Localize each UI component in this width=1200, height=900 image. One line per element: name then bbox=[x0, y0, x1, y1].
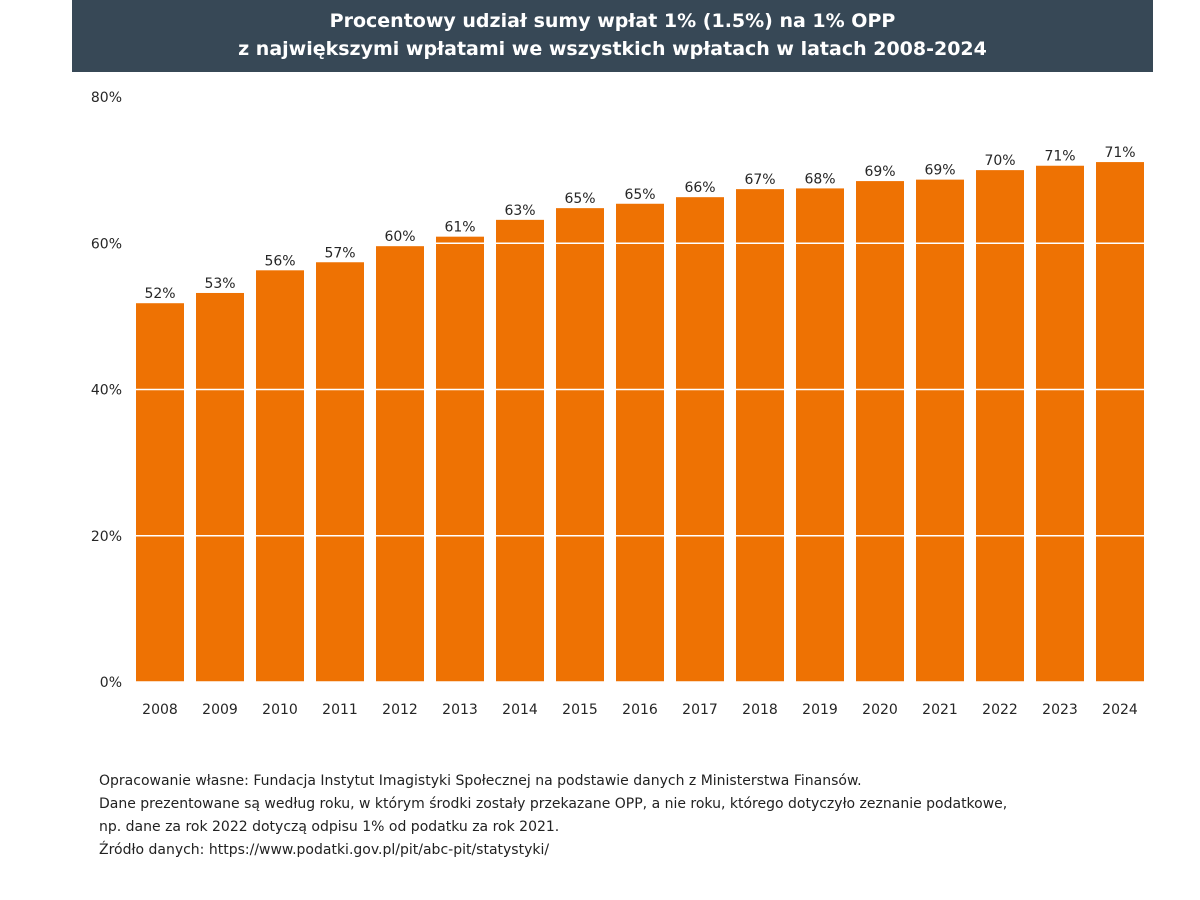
bar-value-label-2009: 53% bbox=[204, 276, 235, 292]
y-tick-label-60: 60% bbox=[91, 236, 122, 252]
x-tick-label-2010: 2010 bbox=[262, 702, 298, 718]
bar-chart: 52% 53% 56% 57% 60% 61% 63% 65% 65% 66% 67% 68% 69% 6… bbox=[91, 90, 1150, 718]
bar-value-label-2024: 71% bbox=[1104, 145, 1135, 161]
x-tick-label-2008: 2008 bbox=[142, 702, 178, 718]
bar-2009 bbox=[196, 292, 244, 682]
x-tick-label-2021: 2021 bbox=[922, 702, 958, 718]
y-tick-label-20: 20% bbox=[91, 529, 122, 545]
note-example-line: np. dane za rok 2022 dotyczą odpisu 1% o… bbox=[99, 819, 560, 835]
bar-2015 bbox=[556, 208, 604, 682]
gridlines-group bbox=[130, 96, 1150, 683]
bar-2018 bbox=[736, 189, 784, 682]
x-tick-label-2016: 2016 bbox=[622, 702, 658, 718]
x-tick-label-2009: 2009 bbox=[202, 702, 238, 718]
x-tick-label-2017: 2017 bbox=[682, 702, 718, 718]
bar-2008 bbox=[136, 303, 184, 682]
chart-title-line-2: z największymi wpłatami we wszystkich wp… bbox=[238, 38, 987, 60]
bar-2024 bbox=[1096, 162, 1144, 682]
bar-value-label-2023: 71% bbox=[1044, 149, 1075, 165]
note-year-explanation-line: Dane prezentowane są według roku, w któr… bbox=[99, 796, 1008, 812]
y-tick-label-80: 80% bbox=[91, 90, 122, 106]
x-tick-label-2013: 2013 bbox=[442, 702, 478, 718]
bars-group bbox=[136, 162, 1144, 683]
x-tick-label-2011: 2011 bbox=[322, 702, 358, 718]
bar-value-label-2020: 69% bbox=[864, 164, 895, 180]
bar-2019 bbox=[796, 188, 844, 682]
x-tick-label-2023: 2023 bbox=[1042, 702, 1078, 718]
x-tick-label-2015: 2015 bbox=[562, 702, 598, 718]
bar-2016 bbox=[616, 203, 664, 682]
y-tick-label-0: 0% bbox=[100, 675, 122, 691]
bar-2011 bbox=[316, 262, 364, 682]
bar-2012 bbox=[376, 246, 424, 682]
bar-2013 bbox=[436, 236, 484, 683]
bar-value-label-2008: 52% bbox=[144, 286, 175, 302]
bar-value-label-2016: 65% bbox=[624, 187, 655, 203]
bar-value-label-2017: 66% bbox=[684, 180, 715, 196]
x-tick-label-2012: 2012 bbox=[382, 702, 418, 718]
chart-title-banner: Procentowy udział sumy wpłat 1% (1.5%) n… bbox=[72, 0, 1153, 72]
bar-value-label-2010: 56% bbox=[264, 253, 295, 269]
bar-2021 bbox=[916, 179, 964, 682]
y-axis: 0% 20% 40% 60% 80% bbox=[91, 90, 122, 691]
x-tick-label-2014: 2014 bbox=[502, 702, 538, 718]
chart-notes: Opracowanie własne: Fundacja Instytut Im… bbox=[99, 770, 1159, 862]
bar-2014 bbox=[496, 219, 544, 682]
bar-value-label-2022: 70% bbox=[984, 153, 1015, 169]
x-tick-label-2019: 2019 bbox=[802, 702, 838, 718]
x-tick-label-2020: 2020 bbox=[862, 702, 898, 718]
x-tick-label-2022: 2022 bbox=[982, 702, 1018, 718]
bar-value-label-2012: 60% bbox=[384, 229, 415, 245]
bar-2020 bbox=[856, 181, 904, 682]
bar-value-label-2018: 67% bbox=[744, 172, 775, 188]
x-tick-label-2018: 2018 bbox=[742, 702, 778, 718]
bar-2022 bbox=[976, 170, 1024, 683]
bar-value-label-2014: 63% bbox=[504, 203, 535, 219]
value-labels-group: 52% 53% 56% 57% 60% 61% 63% 65% 65% 66% 67% 68% 69% 6… bbox=[144, 145, 1135, 302]
note-data-source-url: Źródło danych: https://www.podatki.gov.p… bbox=[99, 842, 550, 858]
bar-value-label-2013: 61% bbox=[444, 220, 475, 236]
note-source-line: Opracowanie własne: Fundacja Instytut Im… bbox=[99, 773, 862, 789]
y-tick-label-40: 40% bbox=[91, 383, 122, 399]
x-axis: 2008 2009 2010 2011 2012 2013 2014 2015 2016 2017… bbox=[142, 702, 1138, 718]
bar-value-label-2011: 57% bbox=[324, 245, 355, 261]
bar-2023 bbox=[1036, 165, 1084, 682]
bar-value-label-2021: 69% bbox=[924, 163, 955, 179]
x-tick-label-2024: 2024 bbox=[1102, 702, 1138, 718]
bar-value-label-2019: 68% bbox=[804, 171, 835, 187]
bar-2010 bbox=[256, 270, 304, 682]
chart-title-line-1: Procentowy udział sumy wpłat 1% (1.5%) n… bbox=[329, 10, 896, 32]
bar-2017 bbox=[676, 197, 724, 682]
bar-value-label-2015: 65% bbox=[564, 191, 595, 207]
